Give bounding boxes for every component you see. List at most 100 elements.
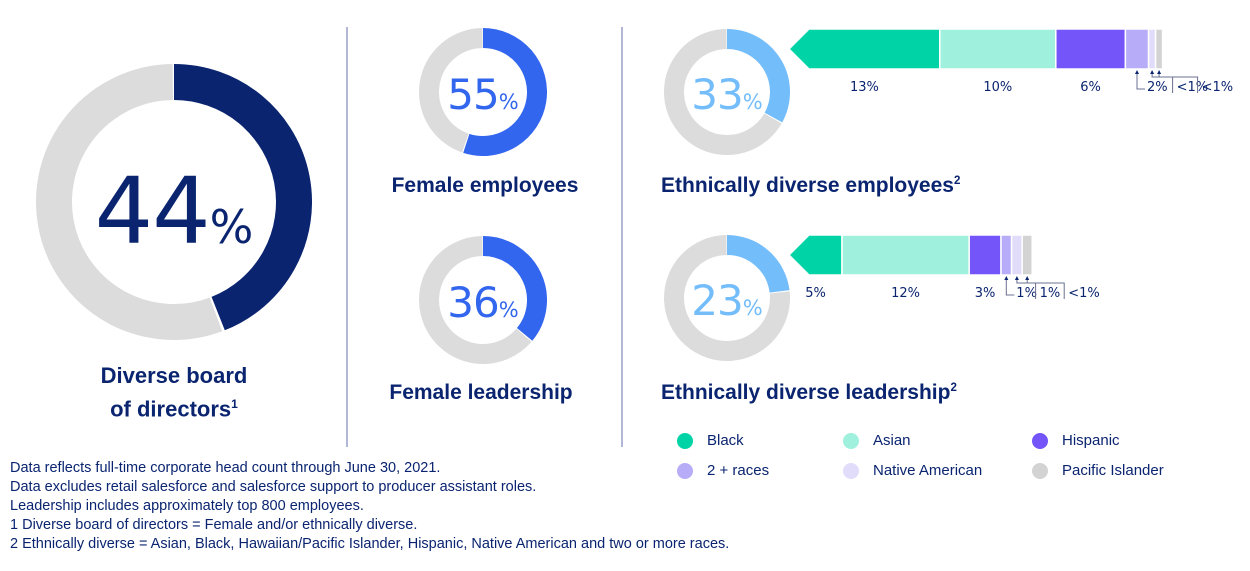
footnote-1-ref: 1 bbox=[231, 397, 238, 411]
footnote-2-ref: 2 bbox=[953, 174, 961, 187]
leader-line bbox=[1026, 278, 1065, 299]
legend-item-two-races: 2 + races bbox=[677, 462, 769, 479]
ethnic-employees-percent: 33% bbox=[664, 70, 790, 119]
bar-segment-black bbox=[787, 28, 941, 70]
female-employees-unit: % bbox=[498, 90, 519, 114]
legend-label: Native American bbox=[873, 462, 983, 479]
legend-swatch-two-races bbox=[677, 462, 693, 479]
bar-data-label: <1% bbox=[1202, 80, 1234, 95]
bar-segment-native-american bbox=[1147, 28, 1157, 70]
donut-value-segment bbox=[726, 29, 790, 123]
bar-data-label: 5% bbox=[805, 286, 826, 301]
leader-arrow bbox=[1014, 276, 1019, 280]
ethnic-employees-unit: % bbox=[742, 90, 763, 114]
leader-arrow bbox=[1150, 70, 1155, 74]
female-employees-percent: 55% bbox=[419, 70, 547, 119]
bar-data-label: 6% bbox=[1080, 80, 1101, 95]
donut-track-segment bbox=[664, 29, 782, 155]
divider-left bbox=[346, 27, 348, 447]
donut-track-segment bbox=[664, 235, 790, 361]
bar-data-label: 2% bbox=[1147, 80, 1168, 95]
female-employees-label: Female employees bbox=[391, 174, 579, 197]
donut-track-segment bbox=[419, 28, 483, 153]
donut-track-segment bbox=[36, 64, 223, 340]
ethnic-leadership-percent: 23% bbox=[664, 276, 790, 325]
ethnic-leadership-value: 23 bbox=[691, 276, 743, 325]
female-leadership-label: Female leadership bbox=[389, 381, 573, 404]
bar-data-label: 1% bbox=[1016, 286, 1037, 301]
board-label-line2: of directors1 bbox=[110, 396, 238, 422]
note-line: Data reflects full-time corporate head c… bbox=[10, 460, 441, 476]
bar-segment-2-races bbox=[1000, 234, 1013, 276]
legend-swatch-native-american bbox=[843, 462, 859, 479]
leader-arrow bbox=[1157, 70, 1162, 74]
note-line: Leadership includes approximately top 80… bbox=[10, 498, 364, 514]
ethnic-employees-label: Ethnically diverse employees2 bbox=[661, 174, 961, 197]
board-percent-value: 44 bbox=[94, 158, 211, 265]
donut-value-segment bbox=[173, 64, 312, 331]
bar-segment-hispanic bbox=[968, 234, 1002, 276]
bar-segment-black bbox=[787, 234, 843, 276]
donut-value-segment bbox=[482, 236, 547, 341]
bar-segment-pacific-islander bbox=[1154, 28, 1164, 70]
leader-line bbox=[1136, 72, 1145, 90]
bar-data-label: 12% bbox=[891, 286, 920, 301]
donut-board-of-directors bbox=[36, 64, 312, 340]
donut-value-segment bbox=[463, 28, 547, 156]
legend-swatch-pacific-islander bbox=[1032, 462, 1048, 479]
leader-line bbox=[1158, 72, 1199, 93]
footnote-2: 2 Ethnically diverse = Asian, Black, Haw… bbox=[10, 536, 730, 552]
legend-label: Hispanic bbox=[1062, 432, 1120, 449]
legend-item-pacific-islander: Pacific Islander bbox=[1032, 462, 1164, 479]
bar-segment-asian bbox=[939, 28, 1057, 70]
bar-data-label: 1% bbox=[1040, 286, 1061, 301]
donut-value-segment bbox=[726, 235, 790, 294]
legend-label: 2 + races bbox=[707, 462, 770, 479]
bar-segment-asian bbox=[841, 234, 970, 276]
female-leadership-percent: 36% bbox=[419, 278, 547, 327]
divider-right bbox=[621, 27, 623, 447]
donut-ethnically-diverse-leadership bbox=[664, 235, 790, 361]
donut-female-employees bbox=[419, 28, 547, 156]
ethnic-employees-value: 33 bbox=[691, 70, 743, 119]
leader-arrow bbox=[1025, 276, 1030, 280]
female-leadership-unit: % bbox=[498, 298, 519, 322]
footnote-1: 1 Diverse board of directors = Female an… bbox=[10, 517, 418, 533]
board-label-line1: Diverse board bbox=[100, 363, 248, 388]
bar-segment-2-races bbox=[1124, 28, 1150, 70]
bar-segment-native-american bbox=[1010, 234, 1023, 276]
ethnic-leadership-label: Ethnically diverse leadership2 bbox=[661, 381, 957, 404]
ethnic-leadership-unit: % bbox=[742, 296, 763, 320]
female-leadership-value: 36 bbox=[447, 278, 499, 327]
bar-data-label: 10% bbox=[983, 80, 1012, 95]
footnote-2-ref: 2 bbox=[950, 381, 957, 394]
leader-line bbox=[1005, 278, 1015, 296]
footnotes: Data reflects full-time corporate head c… bbox=[10, 459, 729, 554]
breakdown-bars: 13% 10% 6% 2% <1%<1%5% 12% 3% 1% 1% <1% bbox=[787, 28, 1234, 301]
leader-line bbox=[1016, 278, 1037, 299]
legend-swatch-hispanic bbox=[1032, 432, 1048, 449]
donut-female-leadership bbox=[419, 236, 547, 364]
donut-track-segment bbox=[419, 236, 532, 364]
female-employees-value: 55 bbox=[447, 70, 499, 119]
bar-data-label: <1% bbox=[1177, 80, 1209, 95]
legend-item-native-american: Native American bbox=[843, 462, 982, 479]
donut-ethnically-diverse-employees bbox=[664, 29, 790, 155]
legend-label: Asian bbox=[873, 432, 911, 449]
board-label: Diverse board of directors1 bbox=[36, 362, 312, 423]
legend-item-hispanic: Hispanic bbox=[1032, 432, 1120, 449]
board-percent: 44% bbox=[36, 158, 312, 265]
legend-label: Black bbox=[707, 432, 744, 449]
legend-swatch-asian bbox=[843, 432, 859, 449]
bar-data-label: 3% bbox=[975, 286, 996, 301]
leader-arrow bbox=[1135, 70, 1139, 74]
legend-swatch-black bbox=[677, 432, 693, 449]
bar-data-label: 13% bbox=[850, 80, 879, 95]
legend-item-black: Black bbox=[677, 432, 744, 449]
bar-segment-hispanic bbox=[1055, 28, 1127, 70]
bar-data-label: <1% bbox=[1068, 286, 1100, 301]
leader-arrow bbox=[1004, 276, 1009, 280]
bar-segment-pacific-islander bbox=[1021, 234, 1033, 276]
board-percent-unit: % bbox=[209, 200, 254, 254]
note-line: Data excludes retail salesforce and sale… bbox=[10, 479, 537, 495]
